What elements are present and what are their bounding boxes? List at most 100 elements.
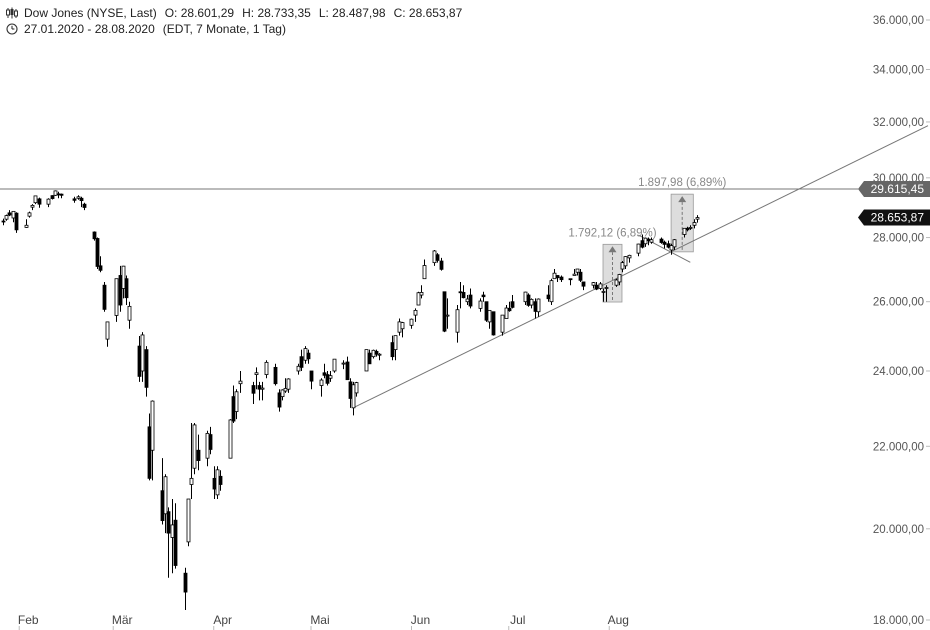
period-row: 27.01.2020 - 28.08.2020 (EDT, 7 Monate, … [6, 21, 462, 37]
candle-body [322, 372, 327, 376]
candle-body [390, 342, 395, 358]
candle [76, 195, 81, 200]
candle-body [351, 384, 356, 409]
candle-body [533, 301, 538, 312]
candle [478, 298, 483, 312]
candle [215, 466, 220, 500]
candle [341, 360, 346, 370]
candle [283, 378, 288, 393]
candle [173, 503, 178, 569]
candle [439, 257, 444, 271]
candle [33, 195, 38, 205]
candle [555, 275, 560, 282]
candle-body [546, 294, 551, 300]
candle [121, 265, 126, 299]
candle [504, 305, 509, 319]
candle-body [303, 348, 308, 361]
candle-body [507, 307, 512, 312]
candle-body [627, 254, 632, 259]
candle-body [72, 198, 77, 201]
candle [685, 226, 690, 232]
candle [264, 360, 269, 379]
candle-body [163, 476, 168, 515]
candle-body [419, 292, 424, 296]
candle-body [484, 301, 489, 321]
candle [559, 275, 564, 282]
candle [234, 389, 239, 420]
y-tick-label: 18.000,00 [873, 615, 924, 627]
price-labels: 29.615,45 28.653,87 [858, 180, 930, 226]
candle [257, 381, 262, 401]
candle [682, 227, 687, 238]
candle [332, 358, 337, 373]
candle [601, 288, 606, 302]
x-tick-label: Jul [510, 613, 525, 627]
candle-body [685, 227, 690, 231]
candle-body [56, 193, 61, 196]
candle-body [465, 298, 470, 303]
candle [345, 356, 350, 381]
instrument-name: Dow Jones (NYSE, Last) [24, 6, 157, 20]
candle [598, 281, 603, 291]
candle [228, 419, 233, 459]
candle [46, 198, 51, 208]
candle-body [306, 352, 311, 360]
candle [549, 278, 554, 306]
candle-body [4, 215, 9, 220]
candle [82, 202, 87, 211]
candle [500, 314, 505, 336]
candle-body [397, 321, 402, 333]
candle-body [364, 349, 369, 372]
candle-body [299, 356, 304, 368]
candle-body [620, 262, 625, 270]
x-tick-label: Aug [608, 613, 629, 627]
candle [1, 218, 6, 226]
candle [672, 239, 677, 250]
candle [251, 381, 256, 405]
candle [575, 268, 580, 276]
candle [30, 204, 35, 211]
candle [137, 335, 142, 382]
candle [422, 259, 427, 280]
candle-body [283, 388, 288, 392]
candle-body [208, 434, 213, 450]
candle-body [491, 311, 496, 336]
candle-body [649, 239, 654, 243]
candle [529, 298, 534, 309]
candle-body [296, 365, 301, 372]
candle-body [432, 250, 437, 264]
y-tick-label: 36.000,00 [873, 15, 924, 27]
candle [273, 363, 278, 386]
candle [465, 295, 470, 306]
candle [695, 215, 700, 223]
candle [205, 430, 210, 467]
candle-body [487, 309, 492, 323]
y-tick-label: 28.000,00 [873, 233, 924, 245]
candle [127, 301, 132, 329]
candle [59, 193, 64, 199]
candle [659, 237, 664, 244]
candle-body [121, 265, 126, 289]
candle-body [666, 243, 671, 248]
candle-body [695, 217, 700, 220]
candle-body [549, 280, 554, 303]
candle [118, 265, 123, 312]
candle-body [594, 284, 599, 290]
candle [72, 196, 77, 203]
y-tick-label: 20.000,00 [873, 524, 924, 536]
candle-body [374, 350, 379, 355]
candle-body [669, 245, 674, 251]
candle-body [254, 372, 259, 375]
candle [627, 254, 632, 263]
candle [296, 363, 301, 375]
candle-body [277, 392, 282, 408]
candle [484, 301, 489, 322]
candle-body [640, 240, 645, 248]
date-range: 27.01.2020 - 28.08.2020 [24, 22, 155, 36]
candle [27, 211, 32, 218]
candle-body [7, 212, 12, 216]
candle-body [672, 239, 677, 248]
candle [160, 458, 165, 525]
y-tick-label: 34.000,00 [873, 64, 924, 76]
